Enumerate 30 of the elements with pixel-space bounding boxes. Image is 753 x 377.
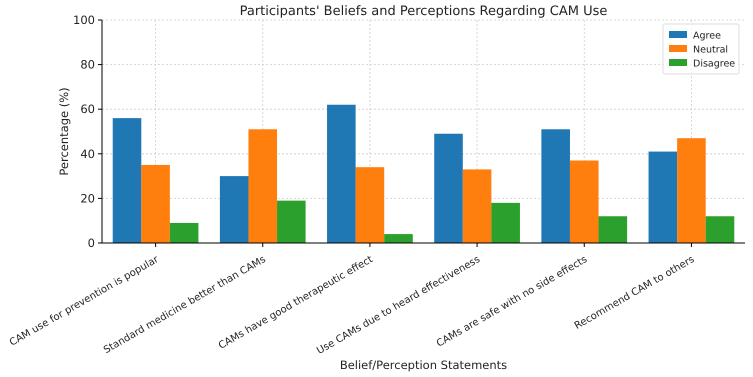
legend-label: Agree [693,30,722,42]
bar [491,202,520,243]
bar [434,134,463,243]
y-tick-label: 0 [88,236,95,250]
legend-label: Neutral [693,44,728,56]
bar [706,216,734,243]
y-tick-label: 100 [73,13,95,28]
bar [248,129,278,243]
y-tick-label: 40 [80,146,95,161]
y-tick-label: 80 [80,58,95,72]
y-axis-title: Percentage (%) [57,87,71,176]
bar [384,234,413,243]
y-tick-label: 60 [80,102,95,116]
y-tick-label: 20 [80,191,95,206]
chart-title: Participants' Beliefs and Perceptions Regarding CAM Use [240,4,608,19]
bar [541,129,570,243]
bar [356,167,384,243]
bar [220,176,248,243]
bar [327,104,356,243]
bar [677,138,706,243]
bar [462,169,492,243]
bar [570,160,599,243]
x-axis-title: Belief/Perception Statements [340,358,508,372]
legend-label: Disagree [693,58,736,70]
bar [170,222,198,243]
bar [277,200,306,243]
bar [648,152,678,243]
bar [141,164,170,243]
bar [112,118,142,243]
bar [598,216,628,243]
